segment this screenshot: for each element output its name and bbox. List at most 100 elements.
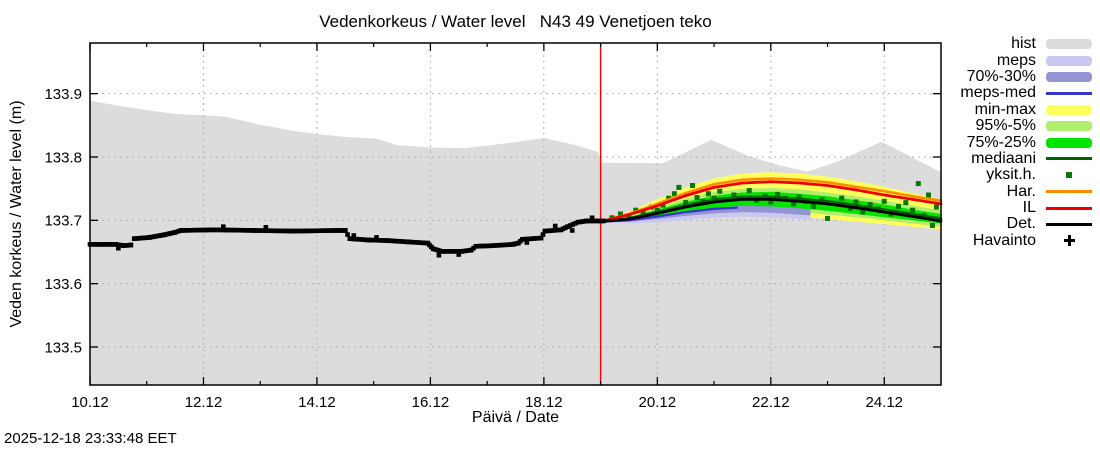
havainto-point <box>172 230 178 235</box>
95-5-swatch-glyph <box>1046 121 1092 132</box>
x-axis-title: Päivä / Date <box>471 409 560 426</box>
havainto-point <box>280 228 285 234</box>
yksit-h-point <box>666 195 672 201</box>
y-tick-label: 133.7 <box>44 213 82 230</box>
havainto-point <box>601 218 606 224</box>
legend-item-mediaani: mediaani <box>942 150 1094 167</box>
y-tick-label: 133.5 <box>44 339 82 356</box>
legend-item-meps: meps <box>942 52 1094 68</box>
havainto-point <box>529 236 534 241</box>
legend-label-meps-med: meps-med <box>960 84 1036 102</box>
legend-label-yksit-h: yksit.h. <box>986 166 1036 184</box>
il-line <box>599 180 943 224</box>
plot-timestamp: 2025-12-18 23:33:48 EET <box>4 430 177 447</box>
havainto-point <box>106 242 111 247</box>
havainto-point <box>149 234 155 240</box>
min-max-swatch-glyph <box>1046 104 1092 115</box>
legend-label-meps: meps <box>996 51 1036 69</box>
legend-item-har: Har. <box>942 182 1094 200</box>
yksit-h-point <box>731 192 737 198</box>
legend-item-det: Det. <box>942 216 1094 232</box>
legend-swatch-min-max <box>1044 104 1094 115</box>
havainto-point <box>266 228 271 233</box>
havainto-point <box>259 228 264 233</box>
legend-swatch-meps-70-30 <box>1044 71 1094 82</box>
havainto-point <box>527 236 532 242</box>
har-line <box>599 177 943 223</box>
havainto-swatch-glyph <box>1063 234 1076 247</box>
chart-title: Vedenkorkeus / Water level N43 49 Venetj… <box>319 12 712 31</box>
meps-swatch-glyph <box>1046 55 1092 66</box>
yksit-h-point <box>825 215 831 221</box>
legend-swatch-har <box>1044 190 1094 194</box>
havainto-point <box>287 228 292 234</box>
havainto-point <box>520 237 525 242</box>
legend-label-det: Det. <box>1006 215 1036 233</box>
havainto-point <box>263 225 269 230</box>
yksit-h-point <box>633 207 639 213</box>
legend-swatch-det <box>1044 222 1094 226</box>
legend-swatch-mediaani <box>1044 157 1094 161</box>
havainto-point <box>466 248 472 253</box>
x-tick-label: 18.12 <box>525 394 563 411</box>
havainto-point <box>589 215 595 221</box>
y-tick-label: 133.8 <box>44 149 82 166</box>
havainto-point <box>570 222 576 227</box>
y-tick-label: 133.9 <box>44 86 82 103</box>
havainto-point <box>103 242 109 247</box>
det-swatch-glyph <box>1046 222 1092 226</box>
yksit-h-point <box>929 222 935 228</box>
havainto-point <box>128 242 134 248</box>
legend-item-meps-70-30: 70%-30% <box>942 67 1094 85</box>
legend-label-hist: hist <box>1011 35 1036 53</box>
havainto-point <box>436 252 442 258</box>
havainto-point <box>524 240 530 245</box>
y-tick-label: 133.6 <box>44 276 82 293</box>
legend-swatch-yksit-h <box>1044 172 1094 179</box>
yksit-h-point <box>617 211 623 217</box>
havainto-point <box>540 232 546 237</box>
legend-swatch-hist <box>1044 39 1094 50</box>
yksit-h-point <box>654 207 660 213</box>
yksit-h-point <box>683 200 689 206</box>
mediaani-swatch-glyph <box>1046 157 1092 161</box>
havainto-point <box>284 228 290 234</box>
havainto-point <box>256 228 262 233</box>
havainto-point <box>538 235 544 241</box>
yksit-h-point <box>690 183 696 188</box>
havainto-point <box>108 242 114 247</box>
yksit-h-swatch-glyph <box>1066 172 1072 179</box>
havainto-point <box>156 233 162 239</box>
havainto-point <box>221 224 226 229</box>
har-swatch-glyph <box>1046 190 1092 194</box>
havainto-point <box>552 223 558 229</box>
havainto-point <box>567 223 573 228</box>
legend-item-hist: hist <box>942 36 1094 52</box>
havainto-point <box>374 235 379 240</box>
havainto-point <box>522 236 527 242</box>
yksit-h-point <box>717 188 723 194</box>
legend-label-meps-70-30: 70%-30% <box>966 67 1036 85</box>
havainto-point <box>531 236 537 241</box>
yksit-h-point <box>819 196 825 202</box>
yksit-h-point <box>853 199 859 205</box>
yksit-h-point <box>775 191 781 197</box>
havainto-point <box>351 233 357 238</box>
x-tick-label: 22.12 <box>752 394 790 411</box>
havainto-point <box>534 236 539 241</box>
yksit-h-point <box>694 195 700 201</box>
havainto-point <box>464 248 469 254</box>
yksit-h-point <box>790 201 796 207</box>
legend-label-har: Har. <box>1006 182 1036 200</box>
legend-swatch-meps-med <box>1044 91 1094 95</box>
havainto-point <box>90 242 95 247</box>
legend-swatch-95-5 <box>1044 121 1094 132</box>
legend-label-95-5: 95%-5% <box>975 117 1036 135</box>
legend-label-il: IL <box>1022 199 1036 217</box>
legend-swatch-75-25 <box>1044 137 1094 148</box>
legend-item-yksit-h: yksit.h. <box>942 167 1094 183</box>
havainto-point <box>151 234 157 239</box>
x-tick-label: 10.12 <box>71 394 109 411</box>
legend-label-min-max: min-max <box>974 100 1036 118</box>
legend-item-havainto: Havainto <box>942 232 1094 249</box>
